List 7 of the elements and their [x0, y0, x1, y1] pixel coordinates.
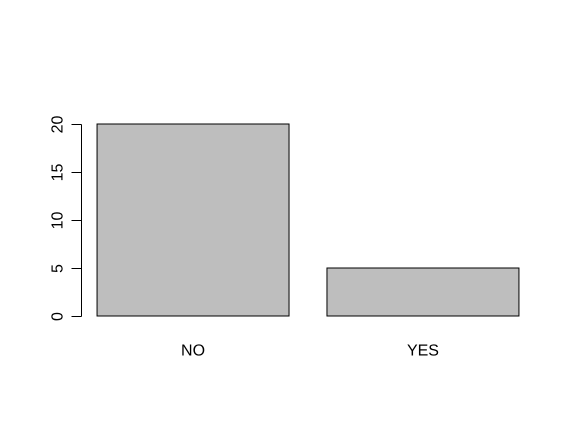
y-tick-label: 0 — [50, 312, 66, 321]
x-tick-label: NO — [181, 342, 206, 360]
y-tick-label: 10 — [50, 212, 66, 230]
y-tick-label: 15 — [50, 164, 66, 182]
y-tick-label: 20 — [50, 116, 66, 134]
x-tick-label: YES — [406, 342, 439, 360]
y-tick-label: 5 — [50, 264, 66, 273]
